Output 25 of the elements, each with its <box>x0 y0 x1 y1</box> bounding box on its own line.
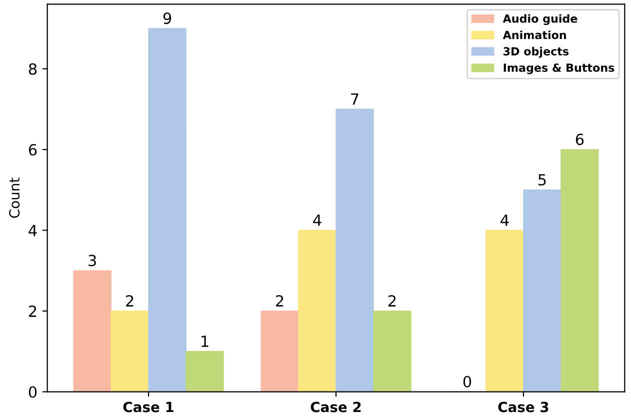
legend-label: 3D objects <box>504 46 569 58</box>
legend-label: Audio guide <box>502 14 578 26</box>
y-tick-label: 2 <box>29 305 36 317</box>
data-label: 7 <box>351 93 358 105</box>
data-label: 1 <box>202 336 208 347</box>
data-label: 9 <box>163 12 172 24</box>
y-tick-label: 4 <box>28 224 37 236</box>
legend-label: Images & Buttons <box>504 63 614 74</box>
data-label: 2 <box>126 295 134 306</box>
y-tick-label: 0 <box>28 386 37 398</box>
data-label: 0 <box>463 376 472 388</box>
y-axis-title: Count <box>9 178 20 218</box>
x-tick-label: Case 1 <box>123 402 174 412</box>
x-tick-label: Case 2 <box>310 402 361 412</box>
data-label: 5 <box>538 174 546 186</box>
data-label: 3 <box>88 254 96 266</box>
x-tick-label: Case 3 <box>498 402 548 412</box>
data-label: 2 <box>276 295 284 306</box>
y-tick-label: 6 <box>28 144 37 156</box>
y-tick-label: 8 <box>28 63 37 75</box>
legend-label: Animation <box>502 30 566 40</box>
data-label: 2 <box>388 295 396 306</box>
data-label: 6 <box>576 134 584 146</box>
data-label: 4 <box>313 214 322 226</box>
data-label: 4 <box>500 214 509 226</box>
